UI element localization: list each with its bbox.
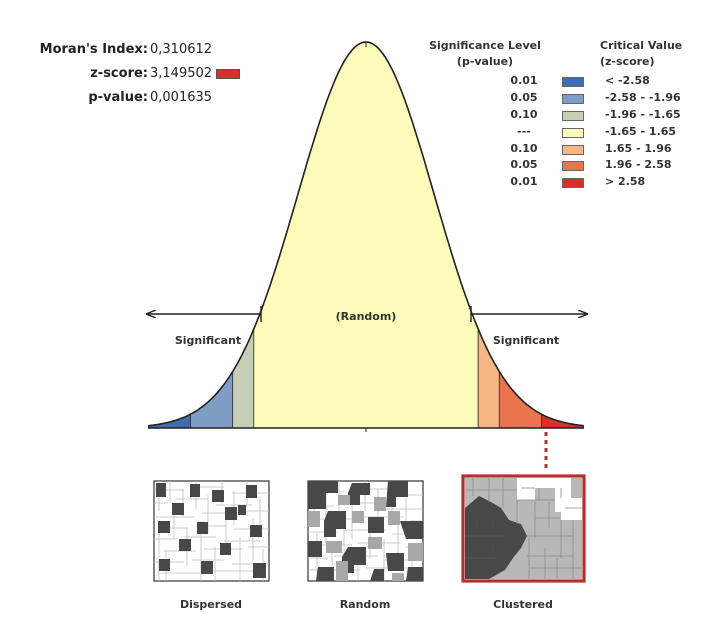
legend-swatch (562, 77, 584, 87)
legend-z-range: > 2.58 (605, 175, 646, 188)
clustered-map (461, 474, 586, 583)
dispersed-map (153, 480, 270, 582)
legend-p-value: 0.01 (510, 175, 538, 188)
z-score-value: 3,149502 (150, 66, 213, 81)
curve-outline (148, 41, 584, 427)
random-map (307, 480, 424, 582)
legend-z-range: 1.96 - 2.58 (605, 158, 672, 171)
significance-level-header: Significance Level (p-value) (420, 38, 550, 70)
critical-value-subtitle: (z-score) (600, 55, 655, 68)
left-significant-label: Significant (174, 334, 242, 347)
legend-p-value: 0.10 (510, 142, 538, 155)
p-value-value: 0,001635 (150, 90, 213, 105)
legend-z-range: 1.65 - 1.96 (605, 142, 672, 155)
legend-z-range: -1.96 - -1.65 (605, 108, 681, 121)
significance-level-title: Significance Level (429, 39, 541, 52)
significance-level-subtitle: (p-value) (456, 55, 514, 68)
random-region-label: (Random) (335, 310, 397, 323)
legend-swatch (562, 111, 584, 121)
morans-index-label: Moran's Index: (39, 42, 148, 57)
legend-swatch (562, 145, 584, 155)
p-value-row: p-value: 0,001635 (0, 86, 250, 110)
statistics-summary: Moran's Index: 0,310612 z-score: 3,14950… (0, 38, 250, 110)
clustered-caption: Clustered (493, 598, 553, 611)
legend-z-range: < -2.58 (605, 74, 650, 87)
legend-p-value: 0.05 (510, 158, 538, 171)
legend-swatch (562, 94, 584, 104)
critical-value-header: Critical Value (z-score) (600, 38, 700, 70)
legend-z-range: -1.65 - 1.65 (605, 125, 677, 138)
legend-p-value: --- (517, 125, 531, 138)
legend-p-value: 0.01 (510, 74, 538, 87)
legend-p-value: 0.05 (510, 91, 538, 104)
legend-swatch (562, 128, 584, 138)
legend-swatch (562, 161, 584, 171)
critical-value-title: Critical Value (600, 39, 683, 52)
z-score-label: z-score: (90, 66, 148, 81)
z-score-row: z-score: 3,149502 (0, 62, 250, 86)
dispersed-caption: Dispersed (179, 598, 243, 611)
p-value-label: p-value: (88, 90, 148, 105)
legend-z-range: -2.58 - -1.96 (605, 91, 681, 104)
right-significant-label: Significant (492, 334, 560, 347)
z-score-swatch (216, 69, 240, 79)
morans-index-row: Moran's Index: 0,310612 (0, 38, 250, 62)
legend-swatch (562, 178, 584, 188)
legend-p-value: 0.10 (510, 108, 538, 121)
random-caption: Random (339, 598, 391, 611)
morans-index-value: 0,310612 (150, 42, 213, 57)
